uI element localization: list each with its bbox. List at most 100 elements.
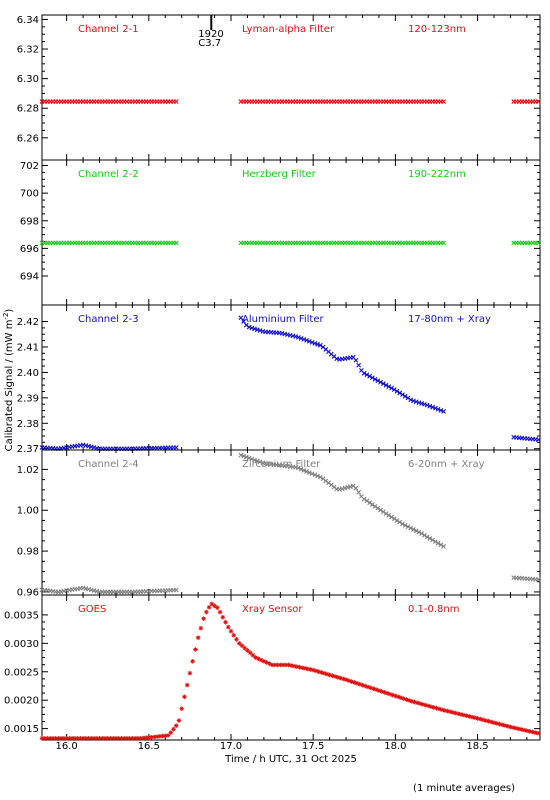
data-point: [397, 519, 403, 525]
data-point: [256, 656, 261, 662]
data-point: [190, 659, 195, 664]
panel-label-channel: Channel 2-3: [78, 314, 139, 325]
data-point: [246, 455, 252, 461]
data-point: [249, 456, 255, 462]
data-point: [173, 587, 179, 593]
panel-4: 0.96 0.98 1.00 1.02 Channel 2-4 Zirconium Fil…: [17, 449, 541, 598]
data-point: [502, 723, 508, 728]
data-point: [254, 458, 260, 464]
data-point: [397, 390, 403, 396]
data-point: [438, 407, 444, 413]
data-point: [422, 532, 427, 538]
data-point: [89, 735, 94, 741]
data-point: [143, 735, 149, 741]
y-tick-label: 2.40: [17, 368, 39, 379]
data-point: [441, 99, 446, 104]
data-point: [238, 452, 244, 458]
data-point: [408, 525, 414, 531]
data-point: [394, 388, 400, 394]
data-point: [409, 699, 415, 704]
data-point: [442, 708, 447, 713]
panel-label-band: 17-80nm + Xray: [408, 314, 491, 325]
data-point: [467, 714, 472, 719]
data-point: [341, 676, 346, 682]
data-point: [491, 720, 497, 725]
panel-label-channel: Channel 2-4: [78, 459, 139, 470]
data-point: [428, 704, 434, 709]
data-point: [417, 701, 423, 706]
x-tick-label: 18.0: [384, 741, 406, 752]
y-tick-label: 0.98: [17, 547, 39, 558]
y-tick-label: 702: [20, 161, 39, 172]
data-point: [384, 690, 390, 696]
data-point: [435, 406, 441, 412]
data-point: [304, 337, 310, 343]
data-point: [146, 735, 152, 740]
data-point: [228, 628, 234, 634]
data-point: [380, 509, 386, 515]
flare-annotation: 1920: [198, 29, 223, 40]
data-point: [176, 718, 182, 723]
y-tick-label: 6.30: [17, 74, 39, 85]
data-point: [312, 472, 318, 478]
data-point: [521, 727, 527, 733]
data-point: [193, 647, 198, 652]
y-axis-label-close: ): [4, 309, 15, 313]
data-point: [58, 735, 64, 741]
data-point: [434, 705, 439, 711]
data-point: [432, 405, 438, 411]
panel-label-channel: GOES: [78, 604, 106, 615]
data-point: [319, 670, 324, 675]
data-point: [250, 652, 256, 658]
panel-frame: [41, 159, 541, 306]
data-point: [353, 485, 359, 491]
data-point: [373, 687, 379, 692]
data-point: [375, 505, 381, 511]
data-point: [386, 512, 392, 518]
data-point: [380, 381, 386, 387]
data-point: [317, 342, 323, 348]
panel-frame: [41, 449, 541, 596]
data-point: [94, 735, 100, 741]
data-point: [165, 733, 171, 738]
data-point: [220, 614, 226, 620]
panel-label-band: 6-20nm + Xray: [408, 459, 485, 470]
data-point: [154, 734, 160, 739]
data-point: [427, 536, 433, 541]
data-point: [423, 702, 428, 708]
data-point: [401, 696, 406, 701]
y-tick-label: 696: [20, 244, 39, 255]
data-point: [508, 724, 513, 730]
data-point: [130, 735, 135, 741]
series-1: [39, 99, 541, 104]
data-point: [387, 691, 393, 697]
data-point: [53, 735, 58, 741]
data-point: [86, 735, 91, 741]
data-point: [241, 453, 246, 459]
data-point: [204, 609, 209, 615]
data-point: [343, 677, 349, 683]
y-tick-label: 1.00: [17, 506, 39, 517]
data-point: [406, 698, 412, 703]
data-point: [530, 729, 535, 735]
data-point: [441, 240, 446, 246]
data-point: [441, 409, 446, 414]
data-point: [378, 379, 383, 385]
data-point: [243, 454, 249, 460]
data-point: [217, 609, 223, 615]
data-point: [187, 670, 193, 676]
data-point: [179, 706, 185, 712]
data-point: [424, 534, 430, 540]
panel-2: 694 696 698 700 702 Channel 2-2 Herzberg Filte…: [20, 159, 541, 306]
data-point: [416, 529, 422, 535]
y-tick-label: 0.0025: [4, 667, 39, 678]
data-point: [269, 662, 275, 668]
series-4: [39, 452, 541, 595]
data-point: [173, 445, 179, 450]
data-point: [464, 713, 469, 719]
y-axis-label-sup: -2: [2, 313, 10, 320]
data-point: [245, 648, 250, 653]
data-point: [532, 730, 538, 735]
data-point: [400, 392, 405, 398]
y-tick-label: 6.28: [17, 104, 39, 115]
